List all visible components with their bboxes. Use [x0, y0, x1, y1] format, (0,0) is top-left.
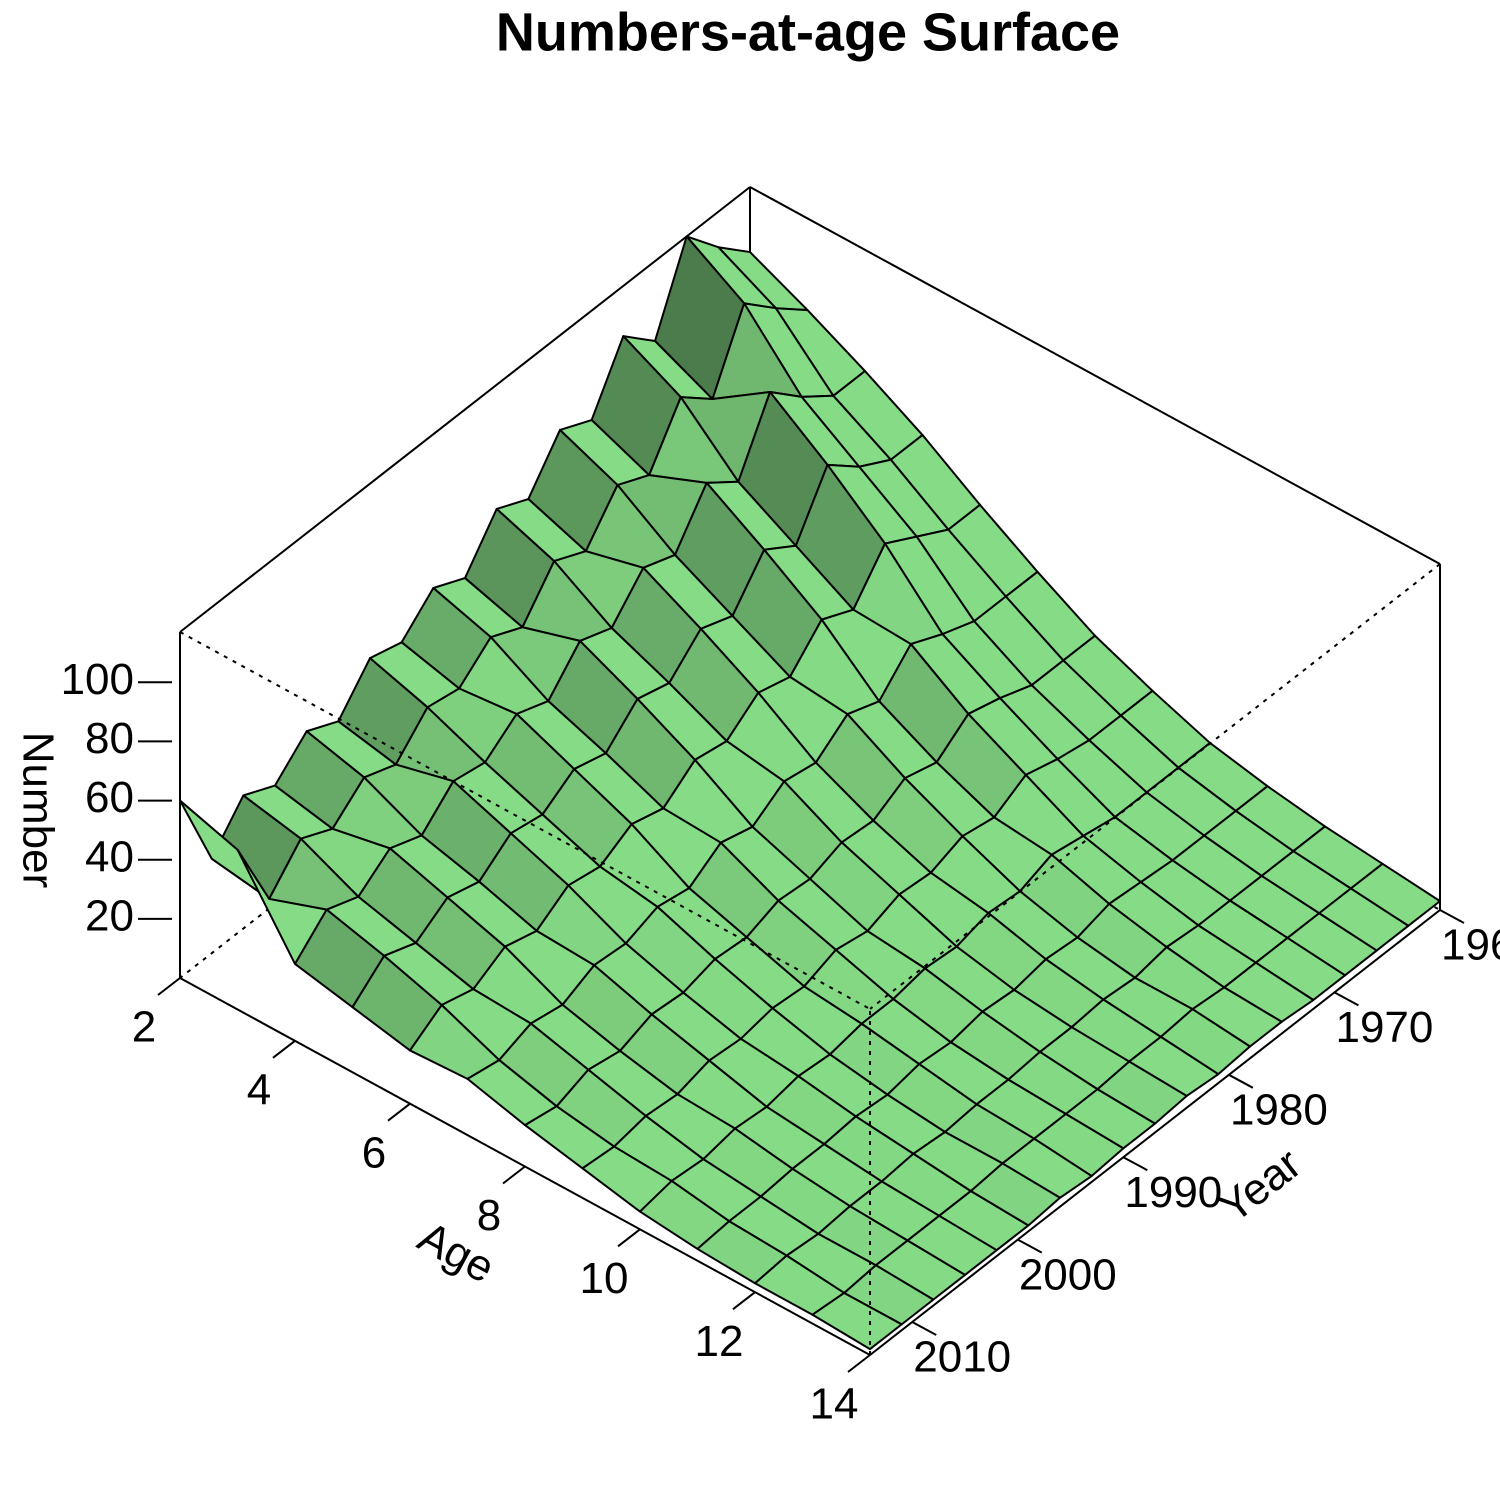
y-tick-label: 2010: [913, 1333, 1011, 1382]
x-tick-label: 4: [247, 1065, 271, 1114]
x-tick-label: 6: [362, 1128, 386, 1177]
y-tick-label: 1980: [1230, 1085, 1328, 1134]
y-tick: [1439, 909, 1465, 924]
y-tick: [1333, 991, 1359, 1007]
y-axis-title: Year: [1210, 1139, 1310, 1232]
x-tick: [617, 1228, 641, 1248]
y-tick-label: 1970: [1335, 1003, 1433, 1052]
x-tick-label: 12: [695, 1317, 744, 1366]
x-tick-label: 2: [132, 1003, 156, 1052]
x-tick: [502, 1165, 526, 1185]
z-tick-label: 80: [85, 714, 134, 763]
surface-facet: [811, 1291, 903, 1351]
y-tick: [1122, 1156, 1148, 1172]
y-tick-label: 1990: [1124, 1168, 1222, 1217]
y-tick: [1017, 1238, 1043, 1254]
x-tick: [272, 1040, 296, 1059]
z-tick-label: 20: [85, 891, 134, 940]
x-tick: [732, 1291, 756, 1310]
z-tick-label: 40: [85, 832, 134, 881]
y-tick: [1228, 1073, 1254, 1089]
x-tick: [387, 1102, 411, 1122]
y-tick: [911, 1321, 937, 1336]
z-axis-title: Number: [13, 732, 62, 889]
y-tick-label: 1960: [1441, 921, 1500, 970]
x-tick-label: 10: [580, 1254, 629, 1303]
z-tick-label: 60: [85, 773, 134, 822]
y-axis-line: [869, 909, 1441, 1356]
box-edge: [749, 186, 1441, 565]
chart-title: Numbers-at-age Surface: [496, 2, 1120, 62]
box-edge: [869, 563, 1441, 1010]
box-edge: [179, 186, 751, 633]
box-edge: [179, 631, 871, 1010]
x-tick-label: 14: [810, 1380, 859, 1429]
x-tick: [847, 1354, 871, 1373]
x-tick-label: 8: [477, 1191, 501, 1240]
x-tick: [157, 977, 181, 996]
z-tick-label: 100: [61, 655, 134, 704]
y-tick-label: 2000: [1019, 1250, 1117, 1299]
